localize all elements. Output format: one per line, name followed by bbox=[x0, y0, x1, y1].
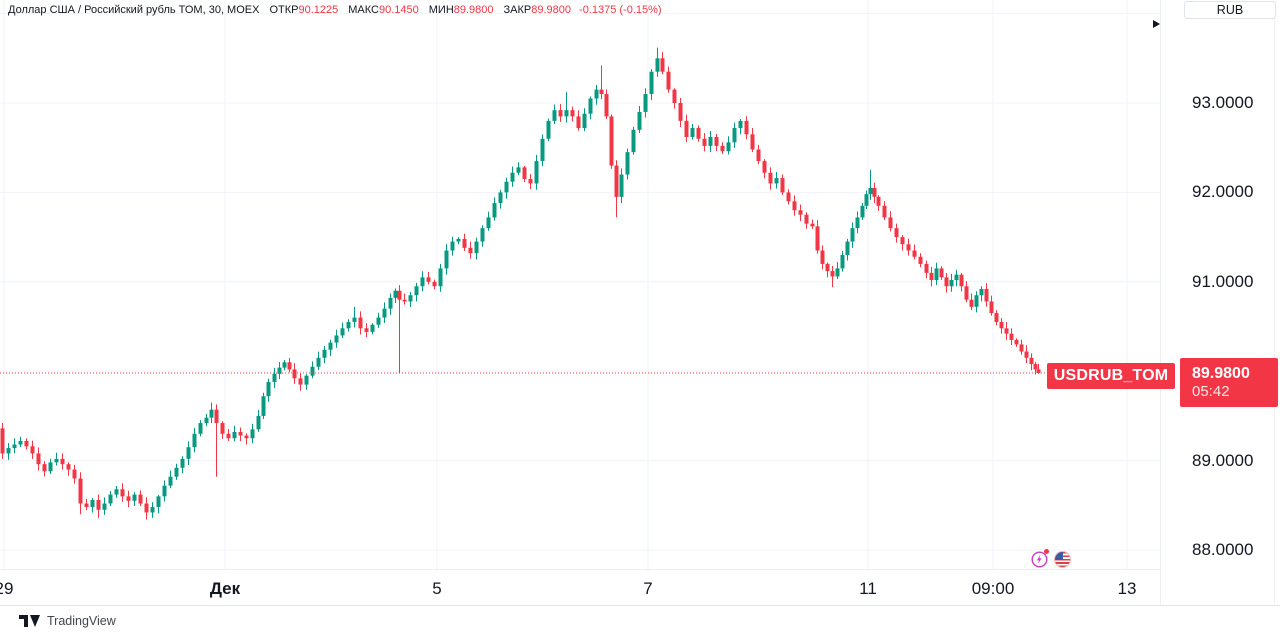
price-tick-label: 93.0000 bbox=[1192, 93, 1254, 112]
price-tick-label: 92.0000 bbox=[1192, 182, 1254, 202]
open-label: ОТКР bbox=[269, 4, 299, 16]
scale-arrow-icon bbox=[1153, 20, 1160, 28]
time-tick-label: 13 bbox=[1117, 579, 1137, 598]
price-tick-label: 89.0000 bbox=[1192, 450, 1254, 470]
low-value: 89.9800 bbox=[453, 4, 494, 16]
open-value: 90.1225 bbox=[298, 4, 339, 16]
time-tick-label: 5 bbox=[432, 579, 442, 598]
high-value: 90.1450 bbox=[378, 4, 419, 16]
last-price-label: 89.9800 05:42 bbox=[1180, 358, 1278, 407]
price-tick-label: 91.0000 bbox=[1192, 271, 1254, 291]
last-price-value: 89.9800 bbox=[1192, 365, 1250, 382]
currency-label: RUB bbox=[1216, 3, 1244, 17]
symbol-title: Доллар США / Российский рубль ТОМ, 30, M… bbox=[8, 4, 260, 16]
notification-dot bbox=[1044, 549, 1049, 554]
attribution-bar: TradingView bbox=[0, 605, 1280, 633]
tradingview-mark-icon bbox=[19, 615, 40, 627]
time-tick-label: 09:00 bbox=[971, 579, 1015, 598]
flash-icon[interactable] bbox=[1031, 549, 1049, 568]
ohlc-header: Доллар США / Российский рубль ТОМ, 30, M… bbox=[8, 4, 662, 17]
close-value: 89.9800 bbox=[531, 4, 572, 16]
tradingview-logo[interactable]: TradingView bbox=[19, 614, 116, 628]
axis-right-edge bbox=[1274, 16, 1275, 605]
bar-countdown: 05:42 bbox=[1192, 383, 1230, 400]
tradingview-logo-text: TradingView bbox=[47, 614, 116, 628]
currency-button[interactable]: RUB bbox=[1184, 1, 1276, 19]
high-label: МАКС bbox=[348, 4, 379, 16]
low-label: МИН bbox=[428, 4, 454, 16]
time-axis[interactable]: 29 Дек 5 7 11 09:00 13 bbox=[0, 569, 1160, 606]
plot-area[interactable] bbox=[0, 0, 1160, 569]
chart-mini-icons bbox=[1031, 549, 1071, 568]
price-tick-label: 88.0000 bbox=[1192, 540, 1254, 559]
time-tick-label: 7 bbox=[643, 579, 653, 598]
us-flag-icon[interactable] bbox=[1054, 551, 1071, 568]
close-label: ЗАКР bbox=[503, 4, 532, 16]
time-tick-label: 29 bbox=[0, 579, 14, 598]
time-tick-label: Дек bbox=[209, 579, 241, 598]
time-tick-label: 11 bbox=[859, 579, 877, 598]
change-value: -0.1375 (-0.15%) bbox=[579, 4, 662, 16]
price-axis[interactable]: 94.000093.000092.000091.000089.000088.00… bbox=[1160, 0, 1280, 605]
symbol-price-tag: USDRUB_TOM bbox=[1047, 363, 1175, 389]
